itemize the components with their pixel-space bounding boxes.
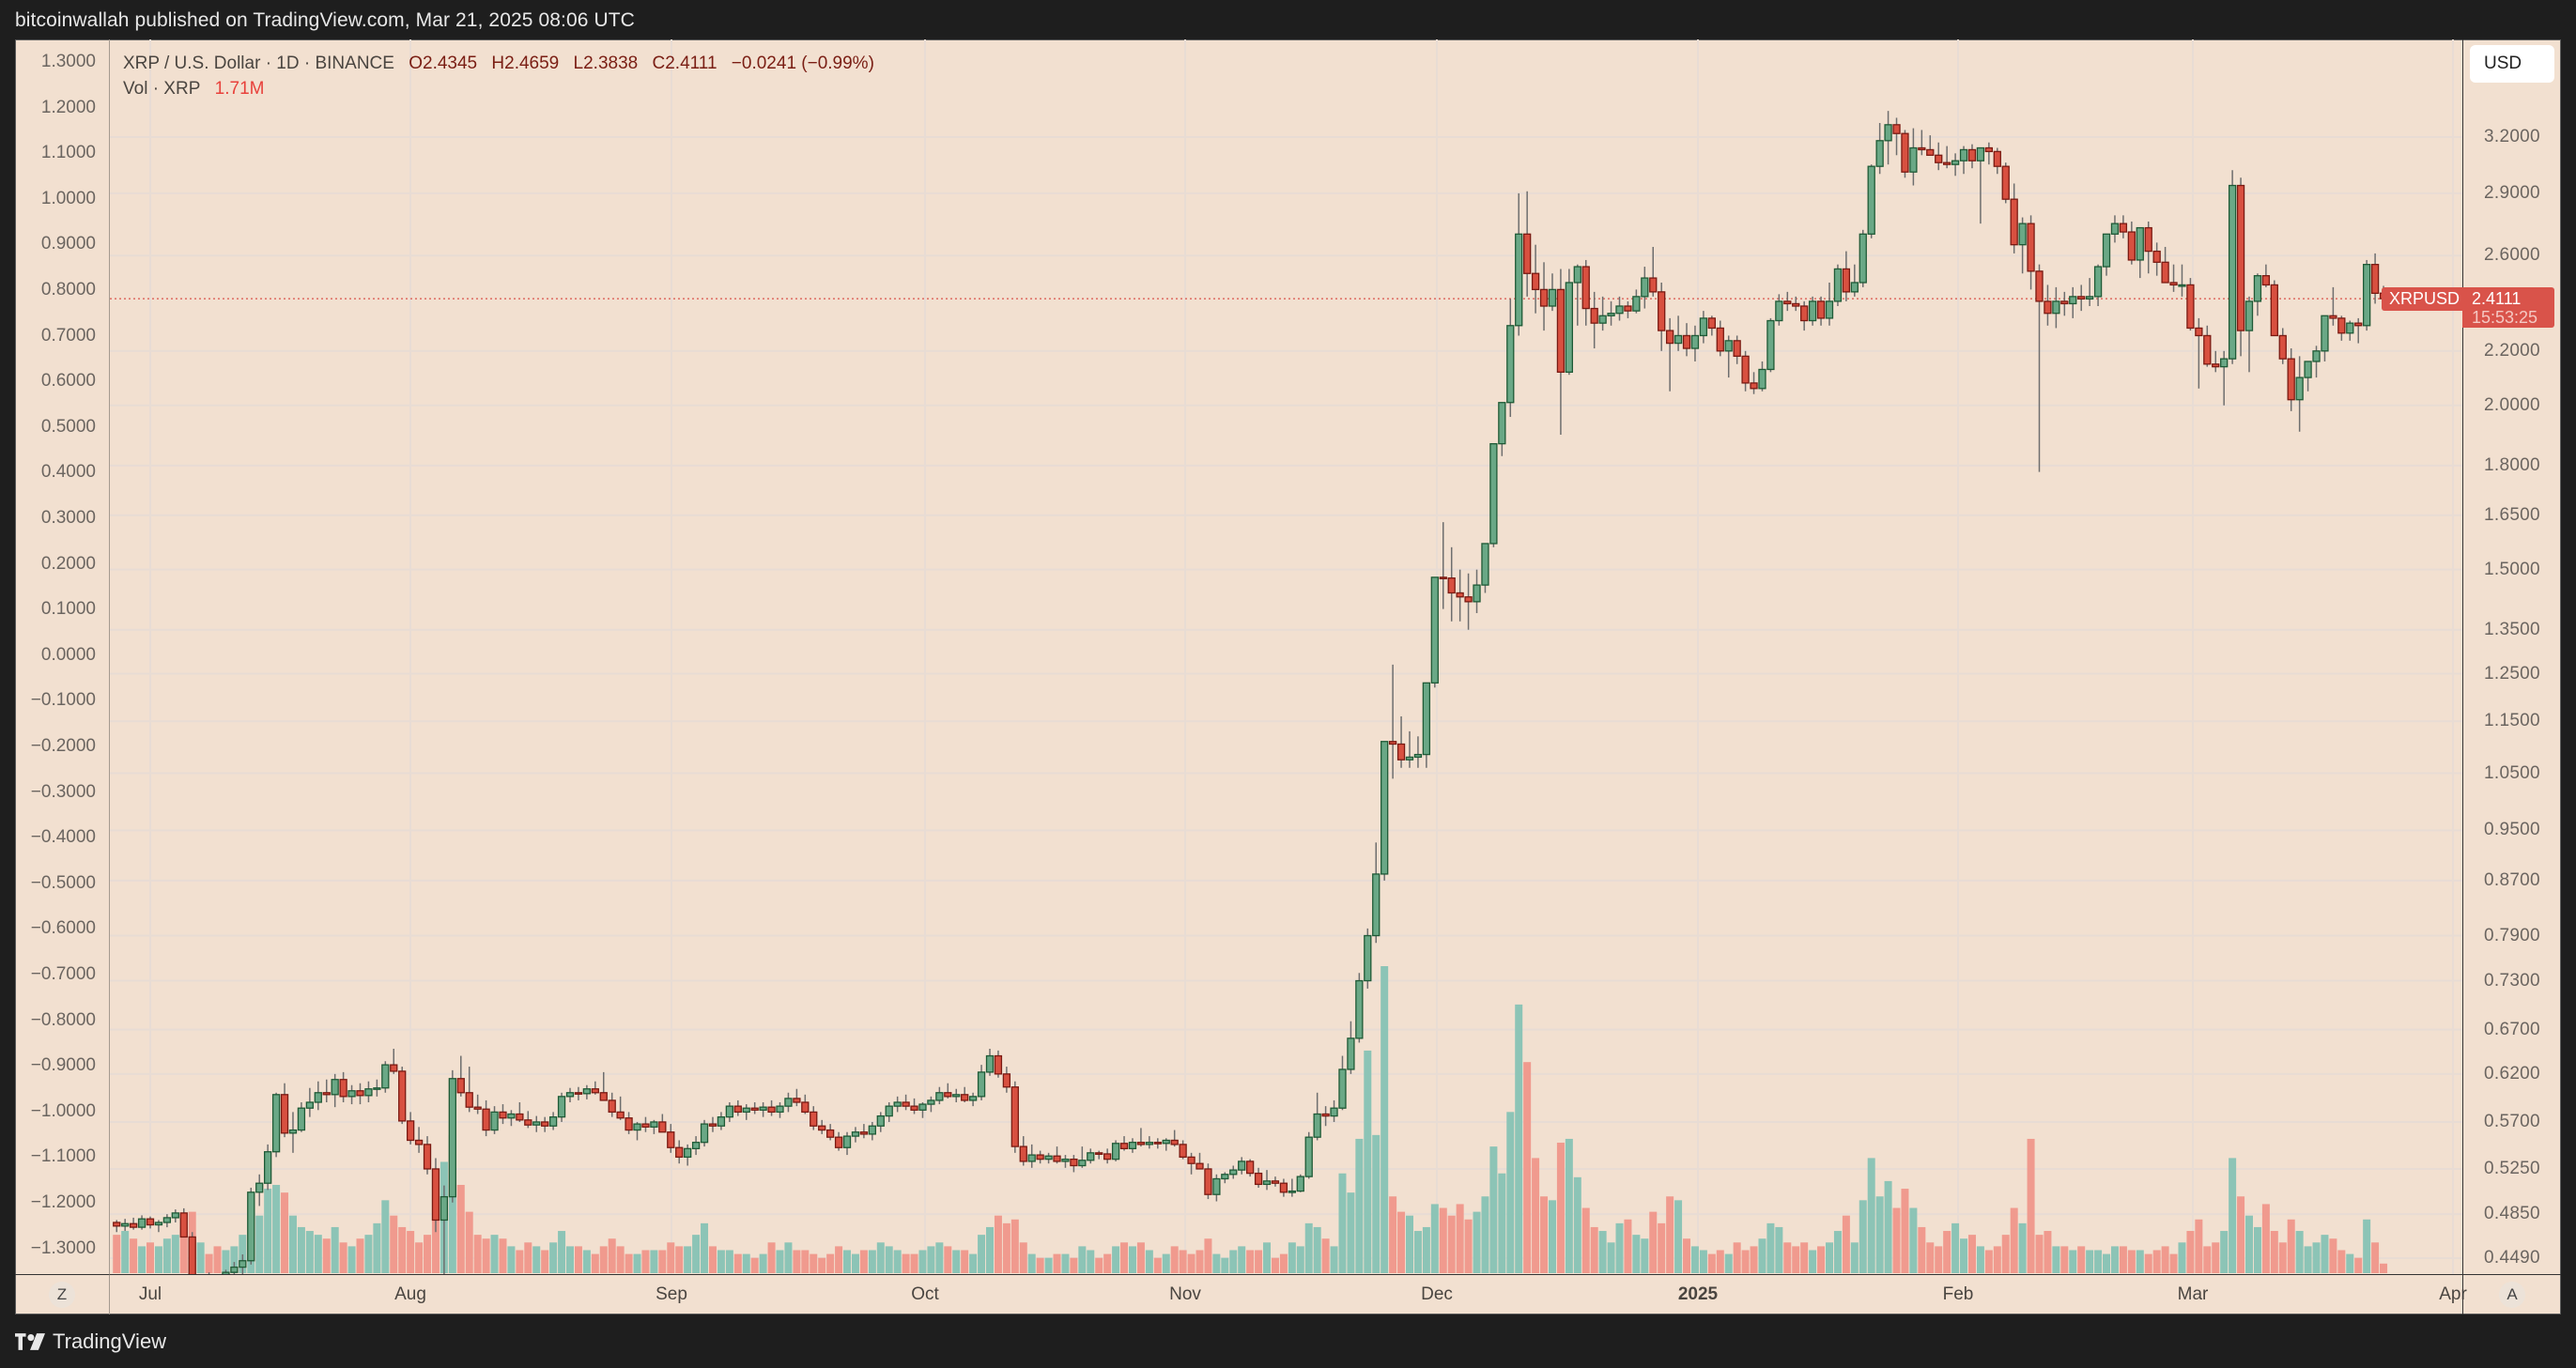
legend-symbol-row: XRP / U.S. Dollar · 1D · BINANCE O2.4345… [123,51,874,76]
right-axis-tick: 1.6500 [2484,504,2540,525]
symbol-title[interactable]: XRP / U.S. Dollar · 1D · BINANCE [123,54,394,73]
right-axis-tick: 1.3500 [2484,619,2540,639]
left-axis-tick: −1.1000 [30,1146,96,1167]
left-axis-tick: −0.1000 [30,690,96,711]
time-axis-tick: Oct [911,1284,939,1304]
left-axis-tick: 0.0000 [40,644,96,665]
left-axis-tick: −1.2000 [30,1192,96,1212]
volume-value: 1.71M [214,79,265,99]
left-axis-tick: 0.7000 [40,325,96,346]
tradingview-logo-icon [15,1333,45,1350]
zoom-reset-button[interactable]: Z [49,1282,75,1308]
time-axis-tick: Apr [2439,1284,2467,1304]
left-axis-tick: −0.6000 [30,918,96,939]
time-axis-tick: 2025 [1677,1284,1719,1304]
currency-button[interactable]: USD [2470,45,2554,83]
right-axis-tick: 1.2500 [2484,663,2540,684]
left-axis-tick: 0.8000 [40,280,96,300]
close-value: C2.4111 [652,54,717,73]
right-axis-tick: 2.0000 [2484,394,2540,415]
right-axis-tick: 0.7300 [2484,970,2540,991]
left-axis-tick: 0.3000 [40,508,96,528]
chart-plot-area[interactable] [110,39,2462,1274]
auto-scale-button[interactable]: A [2499,1282,2525,1308]
left-axis-tick: −1.3000 [30,1237,96,1258]
left-axis-tick: 0.9000 [40,234,96,254]
low-value: L2.3838 [573,54,639,73]
footer-brand: TradingView [53,1330,167,1353]
symbol-price-label: XRPUSD [2382,287,2468,311]
right-axis-tick: 0.9500 [2484,820,2540,840]
right-axis-tick: 2.9000 [2484,182,2540,203]
open-value: O2.4345 [409,54,478,73]
right-axis-tick: 0.5700 [2484,1111,2540,1131]
time-axis-tick: Mar [2177,1284,2209,1304]
left-axis-tick: −0.5000 [30,872,96,893]
right-axis-tick: 3.2000 [2484,127,2540,146]
left-axis-tick: 0.1000 [40,599,96,620]
left-axis-tick: 1.0000 [40,188,96,208]
corner-left: Z [15,1274,110,1314]
left-axis-tick: −0.8000 [30,1009,96,1030]
time-axis-tick: Dec [1421,1284,1453,1304]
bar-countdown: 15:53:25 [2472,308,2538,327]
high-value: H2.4659 [491,54,560,73]
left-axis-tick: −0.4000 [30,827,96,848]
time-axis-tick: Jul [138,1284,162,1304]
time-axis[interactable]: Jul Aug Sep Oct Nov Dec 2025 Feb Mar Apr [110,1274,2467,1314]
left-axis-tick: −0.3000 [30,781,96,802]
right-axis-tick: 1.0500 [2484,762,2540,783]
right-axis-tick: 0.4490 [2484,1248,2540,1268]
right-axis-tick: 1.8000 [2484,454,2540,475]
left-axis-tick: 0.2000 [40,553,96,574]
footer: TradingView [15,1328,166,1356]
right-axis-tick: 0.6700 [2484,1019,2540,1039]
right-axis-tick: 0.7900 [2484,925,2540,945]
legend-volume-row: Vol · XRP 1.71M [123,76,874,101]
right-axis-tick: 0.8700 [2484,869,2540,890]
change-value: −0.0241 (−0.99%) [731,54,874,73]
left-axis-tick: −1.0000 [30,1100,96,1121]
left-axis-tick: 1.3000 [40,52,96,71]
left-axis-tick: −0.9000 [30,1055,96,1076]
chart-legend: XRP / U.S. Dollar · 1D · BINANCE O2.4345… [123,51,874,101]
time-axis-tick: Feb [1942,1284,1974,1304]
left-axis-tick: 1.2000 [40,97,96,117]
time-axis-tick: Aug [394,1284,426,1304]
last-price-label: 2.4111 15:53:25 [2462,287,2554,328]
corner-right: A [2462,1274,2561,1314]
left-axis-tick: −0.2000 [30,736,96,756]
candlestick-chart[interactable] [110,39,2462,1274]
left-axis-tick: 0.5000 [40,416,96,437]
left-axis-tick: 1.1000 [40,143,96,163]
right-axis-tick: 2.2000 [2484,340,2540,361]
right-axis-tick: 0.5250 [2484,1158,2540,1178]
right-axis-tick: 1.1500 [2484,711,2540,731]
right-axis-tick: 2.6000 [2484,245,2540,266]
left-axis-tick: 0.6000 [40,371,96,392]
right-axis-tick: 0.6200 [2484,1063,2540,1084]
last-price-value: 2.4111 [2472,289,2522,308]
time-axis-tick: Nov [1169,1284,1201,1304]
right-axis-tick: 1.5000 [2484,559,2540,579]
left-axis-tick: 0.4000 [40,462,96,483]
volume-title[interactable]: Vol · XRP [123,79,201,99]
left-price-axis[interactable]: 1.3000 1.2000 1.1000 1.0000 0.9000 0.8000 0.70… [15,39,110,1274]
publisher-line: bitcoinwallah published on TradingView.c… [15,9,635,31]
time-axis-tick: Sep [656,1284,687,1304]
right-axis-tick: 0.4850 [2484,1204,2540,1224]
left-axis-tick: −0.7000 [30,964,96,984]
right-price-axis[interactable]: 3.2000 2.9000 2.6000 2.2000 2.0000 1.8000 1.65… [2462,39,2561,1274]
